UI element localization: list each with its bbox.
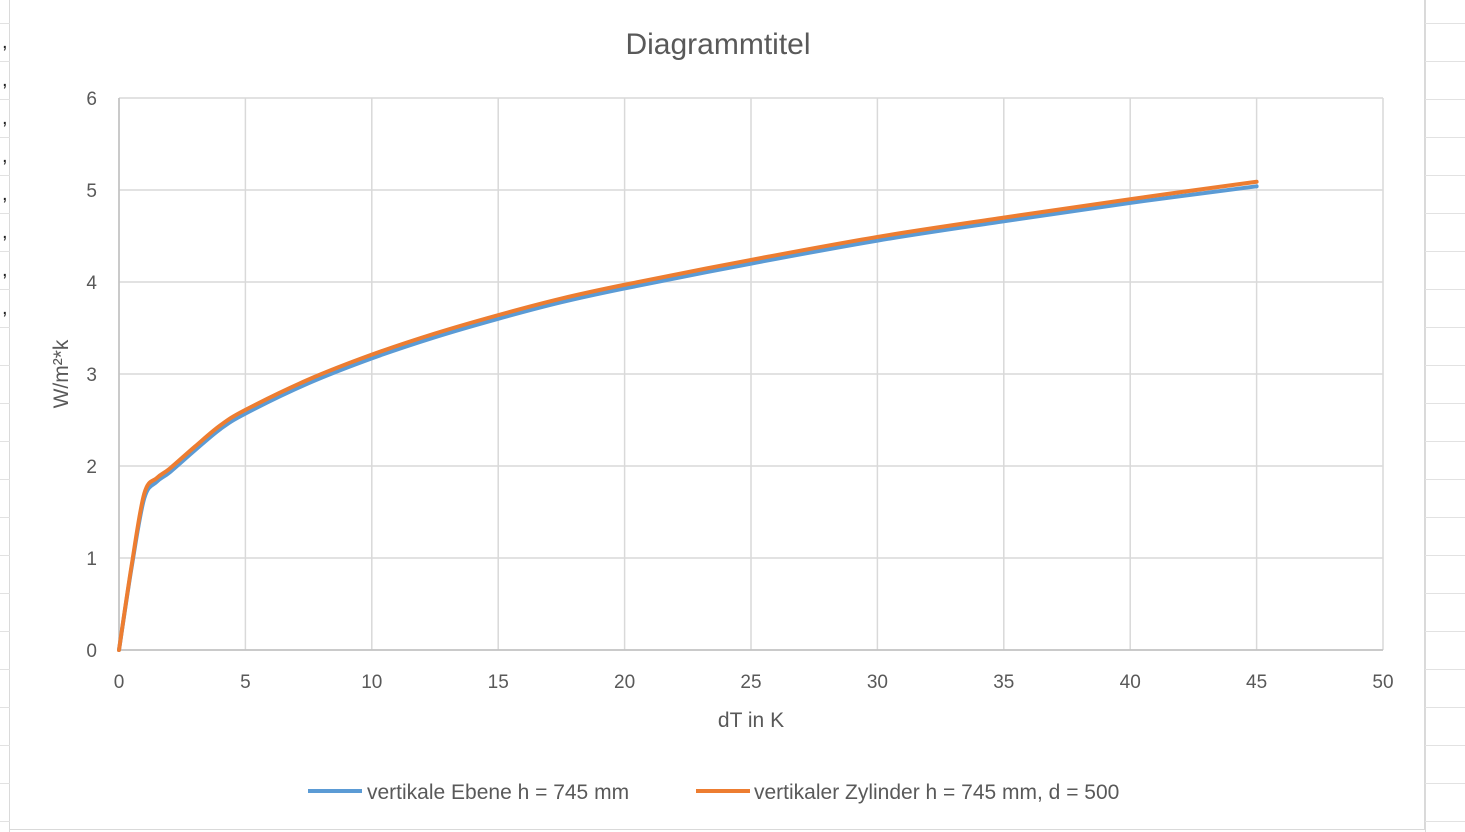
row-gridline <box>0 251 10 252</box>
row-gridline <box>1425 555 1465 556</box>
row-gridline <box>1425 707 1465 708</box>
x-tick-label: 5 <box>240 672 251 693</box>
y-axis-title: W/m²*k <box>50 339 73 408</box>
row-gridline <box>0 669 10 670</box>
row-gridline <box>1425 403 1465 404</box>
row-gridline <box>1425 441 1465 442</box>
y-tick-label: 2 <box>86 457 97 478</box>
row-gridline <box>0 61 10 62</box>
x-tick-label: 45 <box>1246 672 1267 693</box>
row-gridline <box>1425 137 1465 138</box>
row-gridline <box>0 479 10 480</box>
row-gridline <box>0 403 10 404</box>
row-gridline <box>1425 631 1465 632</box>
row-gridline <box>1425 61 1465 62</box>
series-line-1 <box>117 184 1259 652</box>
cell-comma-marker: , <box>2 297 8 319</box>
gridlines <box>118 97 1384 651</box>
y-tick-label: 6 <box>86 89 97 110</box>
row-gridline <box>0 213 10 214</box>
cell-comma-marker: , <box>2 31 8 53</box>
cell-comma-marker: , <box>2 259 8 281</box>
row-gridline <box>0 175 10 176</box>
row-gridline <box>0 631 10 632</box>
axes <box>118 98 1383 651</box>
x-tick-label: 30 <box>867 672 888 693</box>
y-tick-labels: 0 1 2 3 4 5 6 <box>86 89 97 662</box>
legend-label-series-1: vertikale Ebene h = 745 mm <box>367 781 629 804</box>
x-tick-label: 0 <box>114 672 125 693</box>
x-axis-title: dT in K <box>718 709 784 732</box>
row-gridline <box>0 555 10 556</box>
row-gridline <box>0 23 10 24</box>
row-gridline <box>1425 593 1465 594</box>
column-gridline <box>9 0 10 832</box>
row-gridline <box>0 783 10 784</box>
row-gridline <box>1425 327 1465 328</box>
row-gridline <box>0 441 10 442</box>
chart-title: Diagrammtitel <box>625 28 810 61</box>
row-gridline <box>0 593 10 594</box>
y-tick-label: 4 <box>86 273 97 294</box>
row-gridline <box>0 99 10 100</box>
row-gridline <box>1425 479 1465 480</box>
y-tick-label: 1 <box>86 549 97 570</box>
series-lines <box>117 179 1259 652</box>
row-gridline <box>1425 821 1465 822</box>
row-gridline <box>1425 517 1465 518</box>
series-line-2 <box>117 179 1259 652</box>
x-tick-label: 10 <box>361 672 382 693</box>
legend-label-series-2: vertikaler Zylinder h = 745 mm, d = 500 <box>754 781 1119 804</box>
cell-comma-marker: , <box>2 145 8 167</box>
row-gridline <box>1425 175 1465 176</box>
row-gridline <box>0 517 10 518</box>
row-gridline <box>0 745 10 746</box>
x-tick-label: 15 <box>488 672 509 693</box>
cell-comma-marker: , <box>2 107 8 129</box>
row-gridline <box>1425 745 1465 746</box>
row-gridline <box>0 821 10 822</box>
row-gridline <box>1425 365 1465 366</box>
row-gridline <box>1425 669 1465 670</box>
y-tick-label: 5 <box>86 181 97 202</box>
row-gridline <box>0 365 10 366</box>
cell-comma-marker: , <box>2 183 8 205</box>
row-gridline <box>0 137 10 138</box>
row-gridline <box>0 289 10 290</box>
row-gridline <box>1425 783 1465 784</box>
legend: vertikale Ebene h = 745 mm vertikaler Zy… <box>308 781 1119 804</box>
column-gridline <box>1425 0 1426 832</box>
y-tick-label: 0 <box>86 641 97 662</box>
row-gridline <box>0 327 10 328</box>
x-tick-label: 25 <box>740 672 761 693</box>
cell-comma-marker: , <box>2 69 8 91</box>
x-tick-label: 20 <box>614 672 635 693</box>
x-tick-labels: 0 5 10 15 20 25 30 35 40 45 50 <box>114 672 1394 693</box>
y-tick-label: 3 <box>86 365 97 386</box>
row-gridline <box>1425 289 1465 290</box>
x-tick-label: 50 <box>1372 672 1393 693</box>
x-tick-label: 40 <box>1120 672 1141 693</box>
row-gridline <box>0 707 10 708</box>
cell-comma-marker: , <box>2 221 8 243</box>
row-gridline <box>1425 23 1465 24</box>
row-gridline <box>1425 99 1465 100</box>
row-gridline <box>1425 213 1465 214</box>
x-tick-label: 35 <box>993 672 1014 693</box>
row-gridline <box>1425 251 1465 252</box>
